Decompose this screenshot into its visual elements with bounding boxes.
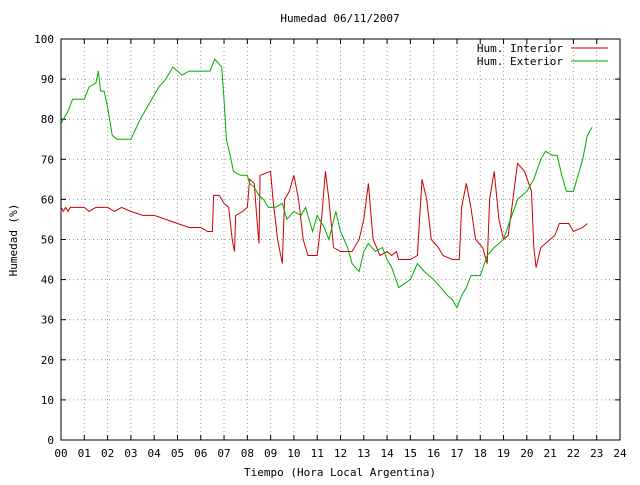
grid-layer bbox=[61, 39, 620, 440]
x-tick-label: 06 bbox=[194, 447, 207, 460]
x-tick-label: 12 bbox=[334, 447, 347, 460]
x-tick-label: 18 bbox=[474, 447, 487, 460]
x-tick-label: 08 bbox=[241, 447, 254, 460]
y-tick-label: 60 bbox=[41, 193, 54, 206]
x-axis-label: Tiempo (Hora Local Argentina) bbox=[244, 466, 436, 479]
x-tick-label: 03 bbox=[124, 447, 137, 460]
y-tick-label: 70 bbox=[41, 153, 54, 166]
x-tick-label: 07 bbox=[217, 447, 230, 460]
ticks-layer: 00 01 02 03 04 05 06 07 08 09 10 11 12 13 14 15 16 17 18 19… bbox=[34, 33, 627, 460]
series-line-exterior bbox=[60, 58, 593, 309]
x-tick-label: 17 bbox=[450, 447, 463, 460]
y-tick-label: 30 bbox=[41, 314, 54, 327]
y-tick-label: 40 bbox=[41, 274, 54, 287]
x-tick-label: 04 bbox=[148, 447, 162, 460]
x-tick-label: 16 bbox=[427, 447, 440, 460]
legend-label: Hum. Interior bbox=[477, 42, 563, 55]
y-tick-label: 80 bbox=[41, 113, 54, 126]
x-tick-label: 15 bbox=[404, 447, 417, 460]
y-tick-label: 0 bbox=[47, 434, 54, 447]
y-tick-label: 100 bbox=[34, 33, 54, 46]
y-tick-label: 50 bbox=[41, 234, 54, 247]
x-tick-label: 22 bbox=[567, 447, 580, 460]
chart-title: Humedad 06/11/2007 bbox=[280, 12, 399, 25]
x-tick-label: 14 bbox=[380, 447, 394, 460]
y-axis-label: Humedad (%) bbox=[7, 204, 20, 277]
x-tick-label: 23 bbox=[590, 447, 603, 460]
x-tick-label: 11 bbox=[311, 447, 324, 460]
x-tick-label: 01 bbox=[78, 447, 91, 460]
x-tick-label: 19 bbox=[497, 447, 510, 460]
x-tick-label: 24 bbox=[613, 447, 627, 460]
x-tick-label: 20 bbox=[520, 447, 533, 460]
x-tick-label: 05 bbox=[171, 447, 184, 460]
y-tick-label: 10 bbox=[41, 394, 54, 407]
legend-label: Hum. Exterior bbox=[477, 55, 563, 68]
plot-frame bbox=[60, 38, 621, 441]
x-tick-label: 10 bbox=[287, 447, 300, 460]
series-line-interior bbox=[60, 162, 588, 268]
x-tick-label: 02 bbox=[101, 447, 114, 460]
y-tick-label: 90 bbox=[41, 73, 54, 86]
x-tick-label: 13 bbox=[357, 447, 370, 460]
x-tick-label: 00 bbox=[54, 447, 67, 460]
y-tick-label: 20 bbox=[41, 354, 54, 367]
x-tick-label: 21 bbox=[544, 447, 557, 460]
series-layer bbox=[60, 58, 593, 309]
x-tick-label: 09 bbox=[264, 447, 277, 460]
